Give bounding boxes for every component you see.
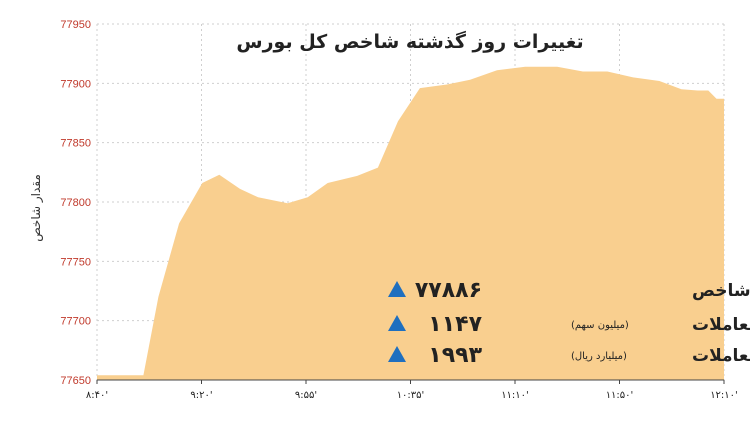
x-tick-label: ۱۰:۳۵'	[397, 390, 425, 401]
y-tick-label: 77850	[60, 138, 91, 150]
axes: 77950 77900 77850 77800 77750 77700 77650 ۸:۴۰'…	[60, 19, 737, 401]
x-tick-label: ۱۱:۱۰'	[501, 390, 529, 401]
x-tick-label: ۹:۲۰'	[190, 390, 212, 401]
y-tick-label: 77800	[60, 197, 91, 209]
y-tick-label: 77750	[60, 256, 91, 268]
stat-row: حجم معاملات (میلیون سهم) ۱۱۴۷	[388, 312, 750, 337]
stat-label: ارزش معاملات	[692, 346, 750, 366]
y-tick-label: 77650	[60, 375, 91, 387]
y-axis-label: مقدار شاخص	[29, 174, 44, 242]
y-tick-label: 77900	[60, 78, 91, 90]
stat-unit: (میلیون سهم)	[571, 320, 629, 331]
x-tick-label: ۹:۵۵'	[295, 390, 317, 401]
chart-title: تغییرات روز گذشته شاخص کل بورس	[236, 30, 583, 53]
stat-label: حجم معاملات	[692, 315, 750, 335]
x-tick-label: ۱۱:۵۰'	[606, 390, 634, 401]
x-tick-label: ۱۲:۱۰'	[710, 390, 738, 401]
stats-panel: شاخص ۷۷۸۸۶ حجم معاملات (میلیون سهم) ۱۱۴۷ ارزش…	[388, 278, 750, 368]
stat-value: ۱۱۴۷	[428, 312, 482, 337]
stat-value: ۱۹۹۳	[428, 343, 482, 368]
x-tick-label: ۸:۴۰'	[86, 390, 108, 401]
stat-row: شاخص ۷۷۸۸۶	[388, 278, 750, 303]
triangle-up-icon	[388, 315, 406, 331]
y-tick-label: 77700	[60, 316, 91, 328]
stat-unit: (میلیارد ریال)	[571, 351, 627, 362]
y-tick-label: 77950	[60, 19, 91, 31]
stat-value: ۷۷۸۸۶	[415, 278, 482, 303]
triangle-up-icon	[388, 346, 406, 362]
triangle-up-icon	[388, 281, 406, 297]
plot-area	[97, 66, 724, 380]
stat-label: شاخص	[692, 281, 750, 301]
stat-row: ارزش معاملات (میلیارد ریال) ۱۹۹۳	[388, 343, 750, 368]
index-area-series	[97, 66, 724, 380]
